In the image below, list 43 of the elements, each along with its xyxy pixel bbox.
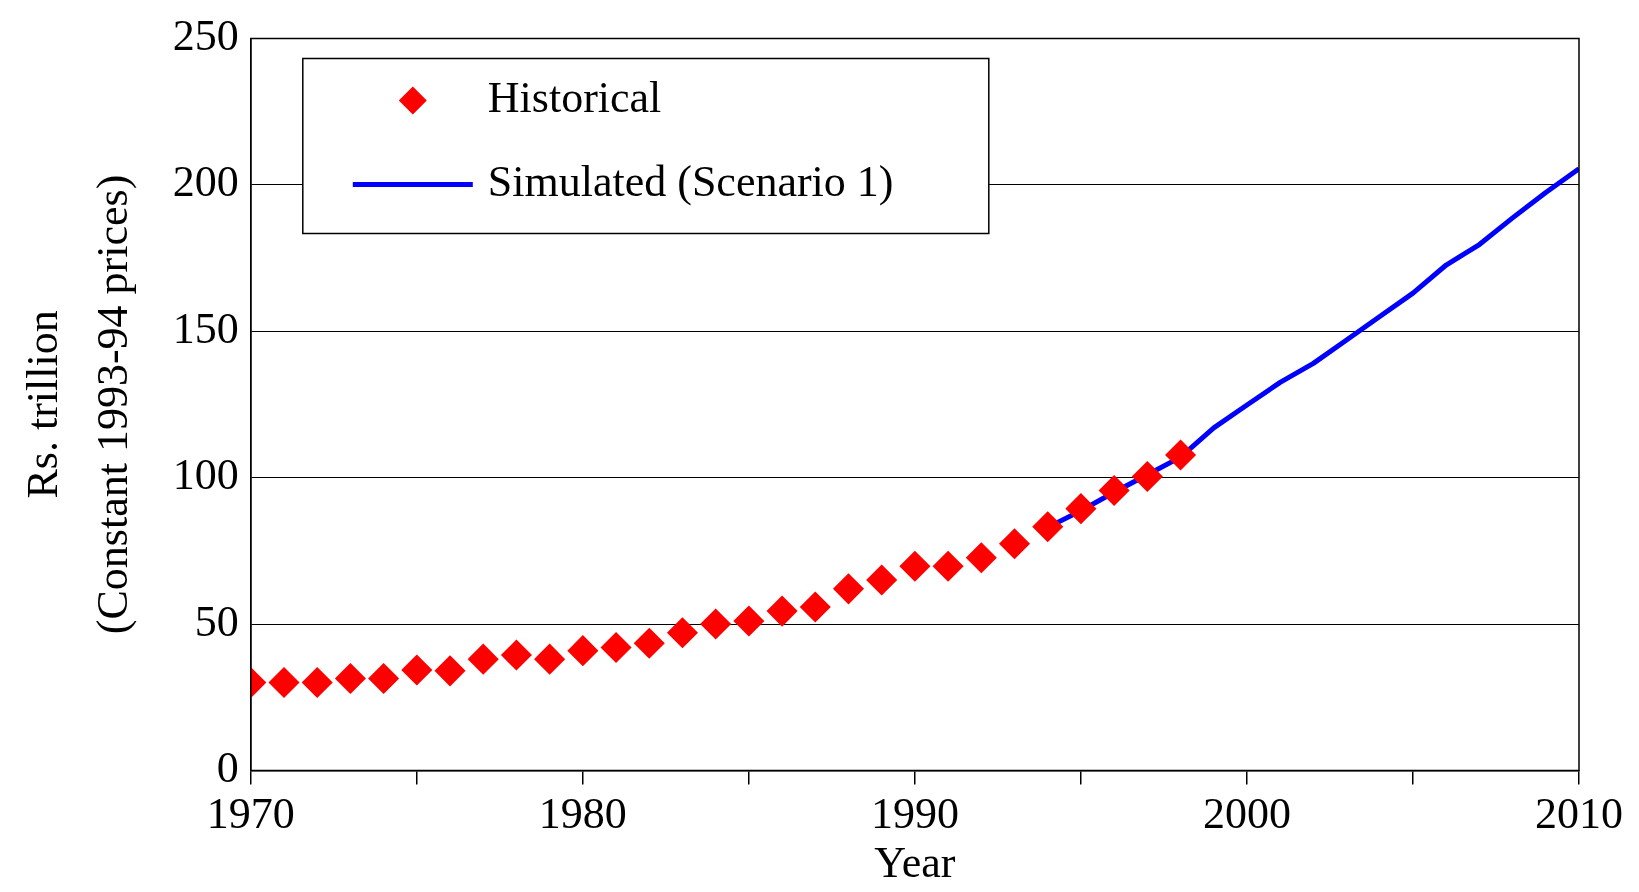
x-tick-label: 1990: [870, 789, 959, 839]
point: [1166, 440, 1196, 470]
y-axis-title: Rs. trillion (Constant 1993-94 prices): [17, 174, 138, 635]
point: [1132, 461, 1162, 491]
point: [800, 592, 830, 622]
point: [568, 636, 598, 666]
point: [900, 551, 930, 581]
point: [402, 655, 432, 685]
point: [767, 596, 797, 626]
point: [1099, 475, 1129, 505]
point: [601, 632, 631, 662]
point: [335, 663, 365, 693]
point: [867, 565, 897, 595]
point: [634, 628, 664, 658]
y-tick-label: 50: [194, 596, 239, 646]
point: [269, 668, 299, 698]
legend-label: Simulated (Scenario 1): [487, 156, 894, 206]
x-tick-label: 2010: [1535, 789, 1623, 839]
legend-label: Historical: [487, 72, 662, 122]
y-tick-label: 150: [172, 303, 239, 353]
x-tick-label: 1970: [206, 789, 295, 839]
point: [734, 606, 764, 636]
point: [1066, 494, 1096, 524]
point: [501, 640, 531, 670]
point: [966, 543, 996, 573]
point: [667, 618, 697, 648]
y-tick-label: 250: [172, 10, 239, 60]
x-axis-title: Year: [874, 838, 956, 888]
y-tick-label: 100: [172, 450, 239, 500]
y-tick-label: 200: [172, 157, 239, 207]
x-tick-label: 1980: [538, 789, 627, 839]
point: [369, 663, 399, 693]
point: [302, 668, 332, 698]
point: [535, 644, 565, 674]
point: [435, 656, 465, 686]
point: [468, 644, 498, 674]
y-tick-label: 0: [216, 742, 239, 792]
point: [701, 609, 731, 639]
x-tick-label: 2000: [1202, 789, 1291, 839]
point: [1033, 512, 1063, 542]
point: [833, 574, 863, 604]
point: [1000, 529, 1030, 559]
point: [933, 551, 963, 581]
